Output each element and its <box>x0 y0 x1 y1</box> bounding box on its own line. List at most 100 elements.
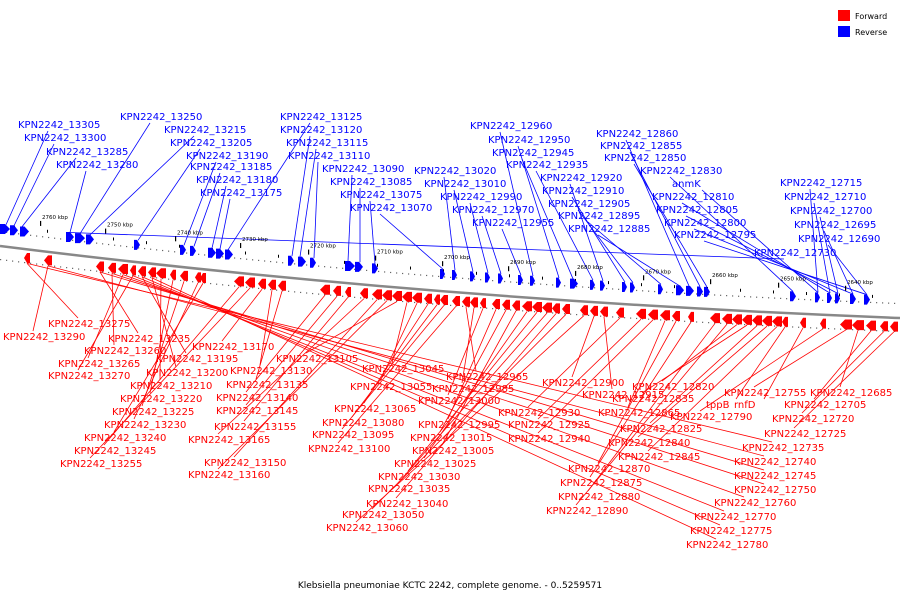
track-dot <box>750 324 752 326</box>
reverse-gene-arrow <box>590 279 595 290</box>
reverse-gene-arrow <box>298 256 306 267</box>
track-dot <box>150 276 152 278</box>
track-dot <box>522 310 524 312</box>
forward-label-leader <box>397 312 548 484</box>
forward-gene-label-kpn2242-12995: KPN2242_12995 <box>418 420 500 431</box>
track-dot <box>54 265 56 267</box>
reverse-gene-arrow <box>864 294 870 305</box>
forward-gene-label-kpn2242-13255: KPN2242_13255 <box>60 459 142 470</box>
reverse-gene-arrow <box>66 232 74 243</box>
forward-label-leader <box>395 313 557 499</box>
track-dot <box>426 302 428 305</box>
track-dot <box>480 307 482 309</box>
reverse-label-leader <box>703 240 868 296</box>
scale-tick-label: 2680 kbp <box>577 265 603 271</box>
track-dot <box>468 278 470 280</box>
track-dot <box>180 279 182 282</box>
track-dot <box>840 300 842 302</box>
track-dot <box>708 322 710 324</box>
forward-label-leader <box>527 317 621 408</box>
forward-gene-label-kpn2242-13165: KPN2242_13165 <box>188 435 270 446</box>
forward-gene-label-kpn2242-12925: KPN2242_12925 <box>508 420 590 431</box>
reverse-label-leader <box>443 176 456 271</box>
scale-tick <box>778 282 780 288</box>
track-dot <box>720 294 722 296</box>
scale-tick <box>308 249 310 255</box>
reverse-label-leader <box>499 131 534 277</box>
forward-gene-label-kpn2242-13145: KPN2242_13145 <box>216 406 298 417</box>
scale-tick-label: 2710 kbp <box>377 250 403 256</box>
track-dot <box>342 267 344 269</box>
scale-minor-tick <box>806 292 807 296</box>
track-dot <box>612 288 614 290</box>
forward-label-leader <box>32 265 49 332</box>
track-dot <box>492 308 494 310</box>
scale-tick-label: 2670 kbp <box>645 269 671 275</box>
forward-gene-arrow <box>402 291 412 302</box>
track-dot <box>648 290 650 292</box>
forward-label-leader <box>341 305 445 430</box>
legend-reverse-swatch <box>838 26 850 37</box>
forward-gene-label-kpn2242-13130: KPN2242_13130 <box>230 366 312 377</box>
reverse-label-leader <box>69 170 87 233</box>
track-dot <box>144 275 146 278</box>
track-dot <box>462 305 464 307</box>
forward-gene-arrow <box>234 276 244 287</box>
track-dot <box>624 317 626 319</box>
track-dot <box>288 290 290 292</box>
forward-gene-label-kpn2242-13065: KPN2242_13065 <box>334 404 416 415</box>
reverse-label-leader <box>577 209 634 283</box>
forward-gene-label-kpn2242-13005: KPN2242_13005 <box>412 446 494 457</box>
track-dot <box>132 274 134 276</box>
reverse-gene-label-kpn2242-13280: KPN2242_13280 <box>56 160 138 171</box>
track-dot <box>372 298 374 300</box>
scale-minor-tick <box>575 278 576 282</box>
scale-minor-tick <box>773 290 774 294</box>
reverse-label-leader <box>701 189 819 293</box>
track-dot <box>174 251 176 253</box>
track-dot <box>402 300 404 303</box>
track-dot <box>222 256 224 258</box>
forward-gene-label-kpn2242-12965: KPN2242_12965 <box>446 372 528 383</box>
track-dot <box>126 245 128 248</box>
reverse-gene-label-kpn2242-12695: KPN2242_12695 <box>794 220 876 231</box>
track-dot <box>162 249 164 252</box>
track-dot <box>828 328 830 330</box>
forward-gene-arrow <box>180 270 188 281</box>
forward-gene-arrow <box>130 265 136 276</box>
forward-label-leader <box>801 331 885 414</box>
forward-gene-label-kpn2242-13195: KPN2242_13195 <box>156 354 238 365</box>
forward-gene-label-kpn2242-12790: KPN2242_12790 <box>670 412 752 423</box>
forward-gene-arrow <box>200 272 206 283</box>
forward-gene-arrow <box>542 302 552 313</box>
forward-gene-label-kpn2242-13040: KPN2242_13040 <box>366 499 448 510</box>
track-dot <box>324 294 326 296</box>
track-dot <box>768 297 770 299</box>
forward-gene-label-kpn2242-12875: KPN2242_12875 <box>560 478 642 489</box>
reverse-label-leader <box>193 172 221 247</box>
forward-gene-label-kpn2242-13240: KPN2242_13240 <box>84 433 166 444</box>
reverse-gene-label-kpn2242-13075: KPN2242_13075 <box>340 190 422 201</box>
scale-minor-tick <box>839 293 840 297</box>
reverse-gene-arrow <box>440 269 445 279</box>
forward-gene-label-kpn2242-13105: KPN2242_13105 <box>276 354 358 365</box>
track-dot <box>660 319 662 321</box>
reverse-label-leader <box>501 228 522 276</box>
track-dot <box>708 294 710 296</box>
forward-gene-arrow <box>522 301 532 312</box>
track-dot <box>246 258 248 260</box>
track-dot <box>672 320 674 322</box>
track-dot <box>510 281 512 283</box>
track-dot <box>186 280 188 282</box>
track-dot <box>798 298 800 300</box>
track-dot <box>816 327 818 329</box>
track-dot <box>162 277 164 280</box>
forward-gene-label-kpn2242-13025: KPN2242_13025 <box>394 459 476 470</box>
reverse-gene-label-kpn2242-13115: KPN2242_13115 <box>286 138 368 149</box>
track-dot <box>822 327 824 329</box>
reverse-label-leader <box>313 161 319 259</box>
track-dot <box>246 286 248 288</box>
track-dot <box>552 284 554 286</box>
